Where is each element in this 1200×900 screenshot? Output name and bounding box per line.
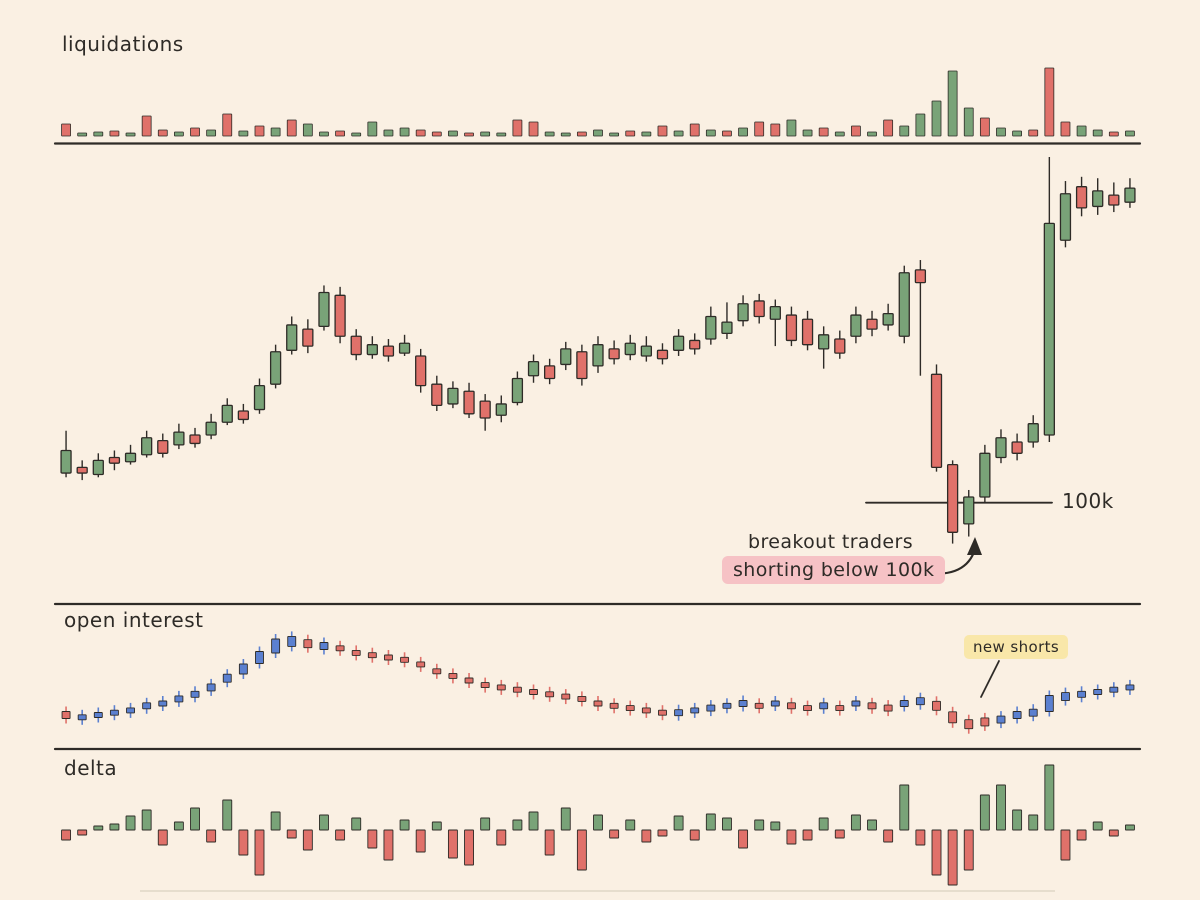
annotation-new-shorts: new shorts bbox=[964, 635, 1069, 659]
liquidations-bars bbox=[61, 67, 1135, 137]
open-interest-panel-label: open interest bbox=[64, 608, 204, 632]
delta-bars bbox=[61, 764, 1135, 886]
price-candles bbox=[60, 157, 1136, 544]
panel-separators bbox=[53, 142, 1142, 892]
annotation-shorting-below-100k: shorting below 100k bbox=[722, 556, 946, 584]
open-interest-series bbox=[61, 631, 1135, 734]
price-level-label: 100k bbox=[1062, 489, 1114, 513]
liquidations-panel-label: liquidations bbox=[62, 32, 184, 56]
delta-panel-label: delta bbox=[64, 756, 118, 780]
annotation-breakout-traders: breakout traders bbox=[748, 531, 914, 553]
